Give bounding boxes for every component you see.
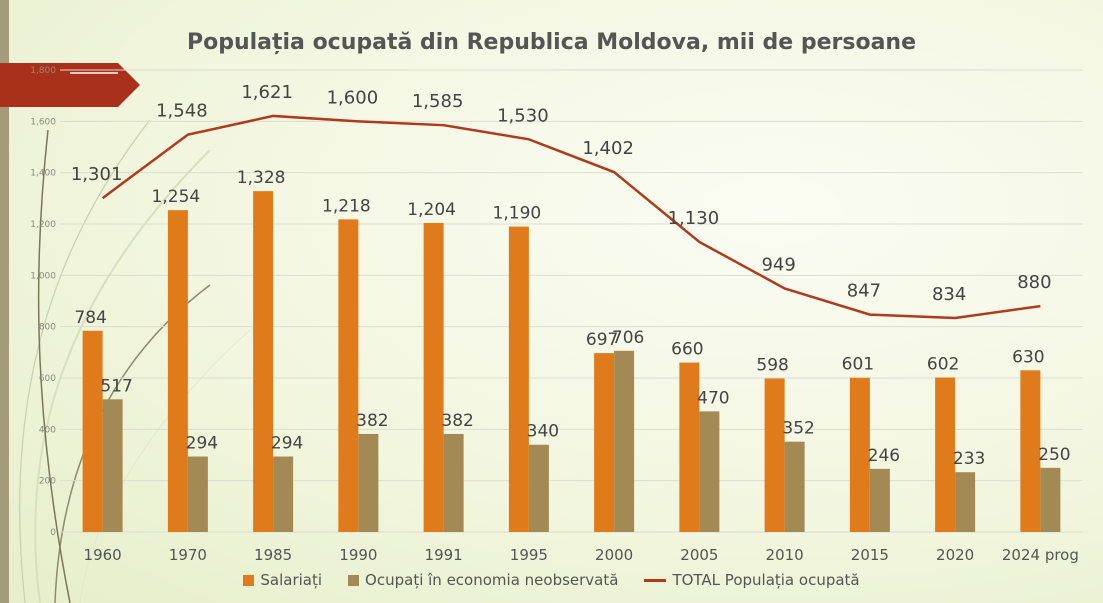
bar	[594, 353, 615, 532]
bar-data-label: 340	[527, 422, 559, 442]
bar	[614, 350, 635, 532]
x-tick-label: 1985	[254, 546, 292, 564]
bar-data-label: 233	[953, 449, 985, 469]
y-tick-label: 1,000	[30, 271, 56, 281]
bar	[699, 411, 720, 532]
bar	[102, 399, 123, 532]
x-tick-label: 2024 prog	[1002, 546, 1079, 564]
line-data-label: 1,530	[497, 105, 549, 126]
line-data-label: 1,301	[71, 164, 123, 185]
legend-label-total: TOTAL Populația ocupată	[672, 571, 860, 589]
y-tick-label: 600	[39, 374, 56, 384]
x-tick-label: 1990	[339, 546, 377, 564]
bar-data-label: 382	[441, 411, 473, 431]
x-tick-label: 2015	[851, 546, 889, 564]
x-tick-label: 1970	[169, 546, 207, 564]
x-tick-label: 1991	[425, 546, 463, 564]
bar	[784, 441, 805, 532]
y-tick-label: 1,600	[30, 117, 56, 127]
line-data-label: 1,548	[156, 101, 208, 122]
bar-data-label: 630	[1012, 347, 1044, 367]
bar	[253, 191, 274, 532]
bar-data-label: 784	[74, 308, 106, 328]
bar-data-label: 697	[586, 330, 618, 350]
bar-data-label: 1,328	[237, 168, 286, 188]
y-tick-label: 1,400	[30, 169, 56, 179]
line-data-label: 880	[1017, 272, 1051, 293]
bar	[849, 377, 870, 532]
bar	[82, 330, 103, 532]
bar-data-label: 1,190	[493, 204, 542, 224]
bar-data-label: 1,218	[322, 196, 371, 216]
x-tick-label: 2005	[680, 546, 718, 564]
bar	[764, 378, 785, 532]
legend-label-salariati: Salariați	[260, 571, 323, 589]
ribbon-banner	[0, 63, 140, 107]
bar-data-label: 382	[356, 411, 388, 431]
legend-item-total: TOTAL Populația ocupată	[644, 571, 860, 589]
line-data-label: 1,402	[582, 138, 634, 159]
line-series	[101, 114, 1041, 320]
bar-data-label: 706	[612, 328, 644, 348]
line-data-label: 1,130	[668, 208, 720, 229]
bar-data-label: 1,204	[407, 200, 456, 220]
y-tick-label: 1,200	[30, 220, 56, 230]
bar	[273, 456, 294, 532]
bar-data-label: 352	[782, 419, 814, 439]
x-tick-label: 2020	[936, 546, 974, 564]
line-data-label: 949	[761, 254, 795, 275]
legend-item-neobservata: Ocupați în economia neobservată	[348, 571, 618, 589]
bar	[338, 219, 359, 532]
legend-item-salariati: Salariați	[243, 571, 322, 589]
bar-data-label: 601	[842, 355, 874, 375]
y-tick-label: 800	[39, 323, 56, 333]
line-data-label: 1,585	[412, 91, 464, 112]
legend-swatch-neobservata	[348, 574, 360, 586]
legend-swatch-total	[644, 578, 667, 582]
bar-data-label: 660	[671, 340, 703, 360]
bar	[508, 226, 529, 533]
legend-label-neobservata: Ocupați în economia neobservată	[365, 571, 619, 589]
line-data-label: 1,600	[327, 87, 379, 108]
bar	[167, 210, 188, 532]
bar	[443, 433, 464, 532]
chart-legend: Salariați Ocupați în economia neobservat…	[0, 571, 1103, 589]
line-data-label: 834	[932, 284, 966, 305]
line-data-label: 1,621	[241, 82, 293, 103]
x-tick-label: 1960	[84, 546, 122, 564]
bar-data-label: 470	[697, 388, 729, 408]
bar	[358, 433, 379, 532]
bar-data-label: 294	[186, 434, 218, 454]
bar	[935, 377, 956, 532]
bar	[187, 456, 208, 532]
y-tick-label: 200	[39, 477, 56, 487]
bar-data-label: 1,254	[152, 187, 201, 207]
bar	[869, 468, 890, 532]
bar-data-label: 598	[756, 356, 788, 376]
bar	[955, 472, 976, 532]
y-tick-label: 1,800	[30, 66, 56, 76]
y-tick-label: 400	[39, 425, 56, 435]
y-tick-label: 0	[50, 528, 56, 538]
bar	[1040, 467, 1061, 532]
bar	[423, 222, 444, 532]
bar-data-label: 246	[868, 446, 900, 466]
bar-data-label: 294	[271, 434, 303, 454]
bar-data-label: 250	[1038, 445, 1070, 465]
bar-data-label: 517	[100, 376, 132, 396]
x-tick-label: 1995	[510, 546, 548, 564]
x-tick-label: 2000	[595, 546, 633, 564]
line-data-label: 847	[847, 281, 881, 302]
chart-title: Populația ocupată din Republica Moldova,…	[186, 30, 917, 55]
left-decorative-strip	[0, 0, 9, 603]
bar	[1020, 370, 1041, 532]
bar-data-label: 602	[927, 354, 959, 374]
legend-swatch-salariati	[243, 574, 255, 586]
bar	[528, 444, 549, 532]
x-tick-label: 2010	[766, 546, 804, 564]
bar	[679, 362, 700, 532]
